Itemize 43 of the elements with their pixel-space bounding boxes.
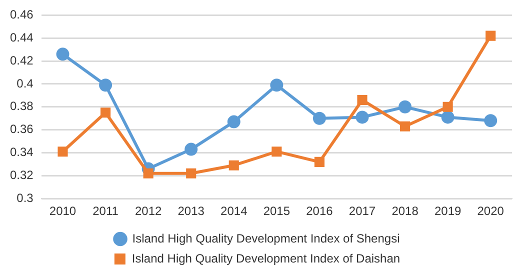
x-tick-label: 2019 [434, 204, 462, 218]
x-tick-label: 2011 [92, 204, 119, 218]
x-tick-label: 2014 [220, 204, 248, 218]
point [270, 78, 284, 92]
point [99, 78, 112, 92]
x-tick-label: 2018 [392, 204, 419, 218]
point [356, 110, 369, 124]
y-tick-label: 0.42 [10, 53, 34, 68]
x-tick-label: 2017 [348, 204, 376, 218]
point [357, 94, 368, 106]
y-tick-label: 0.32 [10, 168, 34, 182]
x-tick-label: 2020 [477, 204, 504, 218]
y-tick-label: 0.3 [16, 190, 34, 205]
point [228, 160, 239, 170]
x-tick-label: 2012 [134, 204, 162, 218]
y-tick-label: 0.46 [10, 8, 34, 22]
y-tick-label: 0.36 [10, 122, 34, 136]
point [56, 48, 70, 61]
point [398, 100, 412, 114]
y-tick-label: 0.38 [10, 99, 34, 114]
legend-label: Island High Quality Development Index of Daishan [132, 251, 400, 266]
point [227, 115, 240, 128]
x-tick-label: 2016 [306, 204, 334, 218]
x-tick-label: 2010 [49, 204, 76, 218]
point [186, 168, 196, 178]
point [143, 168, 154, 178]
legend-label: Island High Quality Development Index of Shengsi [132, 231, 400, 246]
point [484, 114, 498, 128]
point [441, 110, 454, 124]
y-tick-label: 0.4 [16, 76, 34, 90]
point [272, 146, 282, 157]
point [312, 112, 326, 125]
y-tick-label: 0.44 [10, 30, 34, 44]
point [58, 146, 68, 157]
point [400, 121, 410, 132]
x-tick-label: 2013 [178, 204, 205, 218]
point [100, 108, 111, 118]
point [314, 156, 324, 167]
point [442, 102, 453, 112]
point [184, 142, 198, 156]
y-tick-label: 0.34 [10, 145, 34, 160]
point [486, 30, 496, 41]
x-tick-label: 2015 [263, 204, 290, 218]
